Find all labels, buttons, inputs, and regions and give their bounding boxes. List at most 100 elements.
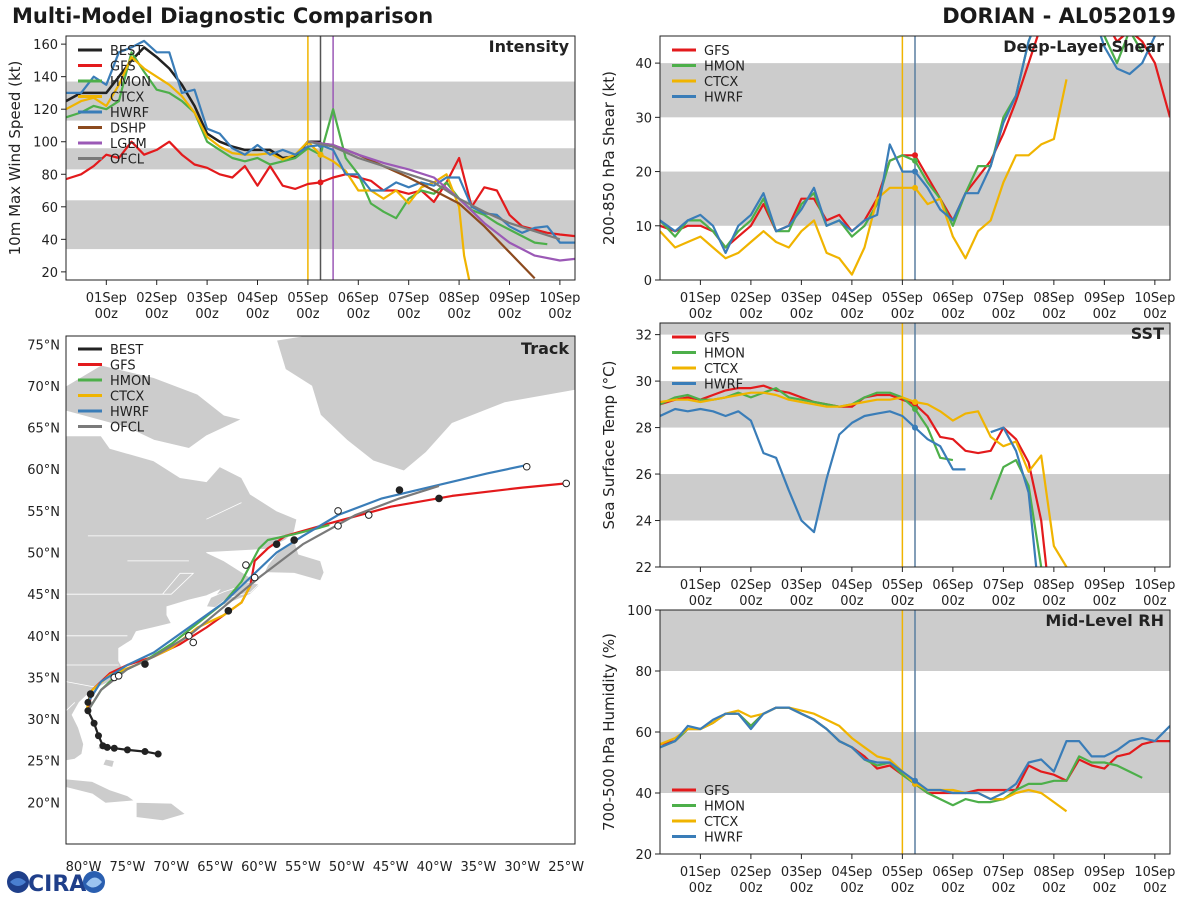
intensity-series-ctcx [66, 55, 471, 280]
track-best-point [110, 744, 118, 752]
track-lon-label: 45°W [373, 860, 409, 875]
rh-xtick-hour: 00z [689, 881, 713, 896]
track-forecast-point [272, 540, 281, 548]
track-lon-label: 30°W [504, 860, 540, 875]
track-frame [65, 335, 576, 845]
track-panel: 20°N 25°N 30°N 35°N 40°N 45°N 50°N 55°N 60°N 65°N… [27, 335, 584, 875]
intensity-frame [65, 35, 576, 281]
sst-xtick-day: 09Sep [1084, 578, 1125, 593]
sst-xtick-day: 03Sep [781, 578, 822, 593]
shear-legend-label-ctcx: CTCX [704, 75, 738, 90]
track-lon-label: 65°W [197, 860, 233, 875]
intensity-xtick-day: 10Sep [539, 291, 580, 306]
sst-frame [659, 322, 1171, 568]
track-legend-label-ctcx: CTCX [110, 390, 144, 405]
intensity-ytick-label: 100 [33, 136, 58, 151]
rh-ylabel: 700-500 hPa Humidity (%) [600, 633, 618, 831]
track-lon-label: 50°W [329, 860, 365, 875]
track-best-point [154, 750, 162, 758]
track-forecast-point [189, 638, 198, 647]
sst-series-hwrf-part2 [990, 426, 1038, 567]
shear-xtick-day: 03Sep [781, 291, 822, 306]
rh-xtick-day: 07Sep [983, 865, 1024, 880]
shear-xtick-day: 04Sep [831, 291, 872, 306]
sst-ytick-label: 24 [635, 515, 652, 530]
intensity-ytick-label: 120 [33, 103, 58, 118]
shear-xtick-hour: 00z [1143, 307, 1167, 322]
logo-swirl-icon [10, 878, 26, 886]
intensity-xtick-hour: 00z [296, 307, 320, 322]
shear-ytick-label: 40 [635, 57, 652, 72]
track-lat-label: 60°N [27, 463, 60, 478]
track-lat-label: 50°N [27, 547, 60, 562]
track-forecast-point [114, 671, 123, 680]
intensity-title: Intensity [489, 37, 570, 56]
track-lat-label: 30°N [27, 713, 60, 728]
track-forecast-point [224, 607, 233, 615]
track-best-point [123, 746, 131, 754]
sst-series-hmon-part2 [989, 459, 1043, 567]
track-lon-label: 25°W [548, 860, 584, 875]
sst-xtick-day: 04Sep [831, 578, 872, 593]
track-best-point [84, 698, 92, 706]
shear-xtick-hour: 00z [689, 307, 713, 322]
intensity-xtick-day: 02Sep [136, 291, 177, 306]
track-forecast-point [334, 507, 342, 515]
land-hispaniola [135, 801, 187, 822]
intensity-xtick-hour: 00z [95, 307, 119, 322]
shear-ytick-label: 30 [635, 111, 652, 126]
track-lon-label: 35°W [461, 860, 497, 875]
sst-ytick-label: 22 [635, 561, 652, 576]
sst-marker-hwrf [912, 424, 918, 431]
sst-legend-label-hmon: HMON [704, 347, 745, 362]
rh-xtick-day: 05Sep [882, 865, 923, 880]
shear-xtick-day: 10Sep [1134, 291, 1175, 306]
rh-xtick-hour: 00z [891, 881, 915, 896]
shear-xtick-hour: 00z [992, 307, 1016, 322]
shear-marker-gfs [912, 152, 918, 159]
land-cuba [66, 778, 136, 804]
rh-xtick-day: 10Sep [1134, 865, 1175, 880]
intensity-series-ofcl [307, 140, 561, 241]
rh-xtick-day: 03Sep [781, 865, 822, 880]
sst-xtick-day: 07Sep [983, 578, 1024, 593]
track-lat-label: 70°N [27, 380, 60, 395]
rh-xtick-day: 04Sep [831, 865, 872, 880]
sst-marker-hmon [912, 405, 918, 412]
track-legend-label-hmon: HMON [110, 374, 151, 389]
sst-xtick-day: 10Sep [1134, 578, 1175, 593]
intensity-legend-label-ofcl: OFCL [110, 153, 145, 168]
map-border [66, 572, 195, 595]
track-lon-label: 75°W [109, 860, 145, 875]
shear-xtick-day: 08Sep [1033, 291, 1074, 306]
intensity-xtick-hour: 00z [498, 307, 522, 322]
rh-xtick-hour: 00z [840, 881, 864, 896]
shear-xtick-hour: 00z [941, 307, 965, 322]
intensity-ytick-label: 20 [41, 266, 58, 281]
sst-legend-label-hwrf: HWRF [704, 378, 743, 393]
track-forecast-point [562, 479, 571, 488]
sst-xtick-hour: 00z [739, 594, 763, 609]
figure-title: Multi-Model Diagnostic Comparison [12, 4, 434, 28]
rh-xtick-day: 01Sep [680, 865, 721, 880]
intensity-legend-label-hmon: HMON [110, 75, 151, 90]
sst-ylabel: Sea Surface Temp (°C) [600, 360, 618, 529]
track-forecast-point [395, 486, 404, 494]
track-best-point [94, 732, 102, 740]
sst-xtick-hour: 00z [992, 594, 1016, 609]
shear-xtick-hour: 00z [790, 307, 814, 322]
shear-xtick-day: 01Sep [680, 291, 721, 306]
sst-panel: 22242628303201Sep00z02Sep00z03Sep00z04Se… [600, 322, 1175, 609]
track-forecast-point [141, 660, 149, 668]
shear-xtick-hour: 00z [1093, 307, 1117, 322]
land-baffin [66, 364, 243, 449]
track-lat-label: 55°N [27, 505, 60, 520]
track-forecast-point [250, 573, 259, 582]
intensity-ytick-label: 40 [41, 233, 58, 248]
storm-identifier: DORIAN - AL052019 [942, 4, 1176, 28]
sst-xtick-day: 06Sep [932, 578, 973, 593]
track-hwrf [86, 464, 527, 703]
shear-xtick-hour: 00z [739, 307, 763, 322]
